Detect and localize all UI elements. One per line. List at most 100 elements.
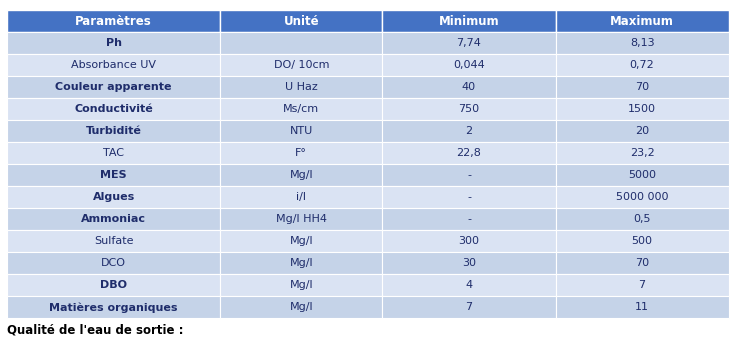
Text: Minimum: Minimum [439, 15, 499, 28]
Bar [556, 33, 729, 54]
Bar [7, 120, 220, 142]
Bar [220, 230, 383, 252]
Text: Qualité de l'eau de sortie :: Qualité de l'eau de sortie : [7, 324, 184, 337]
Bar [383, 33, 556, 54]
Text: 7: 7 [465, 302, 473, 312]
Bar [7, 252, 220, 274]
Bar [383, 274, 556, 296]
Text: 5000 000: 5000 000 [616, 192, 668, 202]
Bar [220, 33, 383, 54]
Text: 22,8: 22,8 [456, 148, 481, 158]
Text: Mg/l HH4: Mg/l HH4 [276, 214, 327, 224]
Text: 1500: 1500 [628, 104, 656, 115]
Text: Sulfate: Sulfate [94, 236, 133, 246]
Bar [7, 230, 220, 252]
Bar [220, 252, 383, 274]
Text: 2: 2 [465, 126, 473, 136]
Bar [220, 76, 383, 98]
Text: Matières organiques: Matières organiques [49, 302, 178, 312]
Text: Mg/l: Mg/l [289, 236, 313, 246]
Bar [7, 33, 220, 54]
Bar [383, 296, 556, 318]
Text: Mg/l: Mg/l [289, 280, 313, 290]
Text: 300: 300 [459, 236, 479, 246]
Text: -: - [467, 192, 471, 202]
Bar [220, 208, 383, 230]
Text: Mg/l: Mg/l [289, 258, 313, 268]
Text: Ms/cm: Ms/cm [283, 104, 319, 115]
Bar [220, 186, 383, 208]
Bar [556, 296, 729, 318]
Bar [556, 274, 729, 296]
Text: DCO: DCO [102, 258, 127, 268]
Text: 4: 4 [465, 280, 473, 290]
Text: 70: 70 [635, 82, 649, 92]
Bar [383, 208, 556, 230]
Text: Turbidité: Turbidité [86, 126, 142, 136]
Bar [220, 296, 383, 318]
Bar [7, 98, 220, 120]
Bar [220, 142, 383, 164]
Text: F°: F° [295, 148, 307, 158]
Text: U Haz: U Haz [285, 82, 318, 92]
Bar [383, 76, 556, 98]
Text: 0,044: 0,044 [453, 60, 485, 70]
Bar [7, 164, 220, 186]
Text: -: - [467, 214, 471, 224]
Bar [7, 142, 220, 164]
Bar [556, 230, 729, 252]
Bar [556, 10, 729, 33]
Text: Couleur apparente: Couleur apparente [55, 82, 172, 92]
Text: TAC: TAC [103, 148, 124, 158]
Bar [220, 10, 383, 33]
Text: 7,74: 7,74 [456, 38, 481, 48]
Bar [220, 98, 383, 120]
Text: 30: 30 [462, 258, 476, 268]
Bar [7, 208, 220, 230]
Bar [383, 230, 556, 252]
Bar [556, 120, 729, 142]
Bar [7, 76, 220, 98]
Text: Mg/l: Mg/l [289, 170, 313, 180]
Bar [383, 252, 556, 274]
Text: 70: 70 [635, 258, 649, 268]
Text: 11: 11 [635, 302, 649, 312]
Text: MES: MES [100, 170, 127, 180]
Text: 40: 40 [462, 82, 476, 92]
Bar [556, 98, 729, 120]
Text: Absorbance UV: Absorbance UV [71, 60, 156, 70]
Bar [556, 186, 729, 208]
Bar [383, 186, 556, 208]
Text: Maximum: Maximum [610, 15, 674, 28]
Bar [556, 164, 729, 186]
Bar [383, 54, 556, 76]
Bar [220, 164, 383, 186]
Text: 750: 750 [459, 104, 480, 115]
Text: Ammoniac: Ammoniac [81, 214, 146, 224]
Text: i/l: i/l [297, 192, 306, 202]
Text: Paramètres: Paramètres [75, 15, 152, 28]
Bar [220, 120, 383, 142]
Bar [383, 164, 556, 186]
Bar [7, 10, 220, 33]
Bar [383, 98, 556, 120]
Text: Conductivité: Conductivité [74, 104, 153, 115]
Bar [7, 186, 220, 208]
Bar [383, 10, 556, 33]
Bar [556, 54, 729, 76]
Text: 8,13: 8,13 [630, 38, 654, 48]
Text: -: - [467, 170, 471, 180]
Text: Unité: Unité [283, 15, 319, 28]
Bar [556, 76, 729, 98]
Bar [556, 252, 729, 274]
Bar [383, 142, 556, 164]
Bar [556, 142, 729, 164]
Text: NTU: NTU [290, 126, 313, 136]
Bar [220, 54, 383, 76]
Bar [7, 274, 220, 296]
Text: Mg/l: Mg/l [289, 302, 313, 312]
Bar [383, 120, 556, 142]
Text: 0,72: 0,72 [630, 60, 654, 70]
Text: 20: 20 [635, 126, 649, 136]
Text: 500: 500 [631, 236, 653, 246]
